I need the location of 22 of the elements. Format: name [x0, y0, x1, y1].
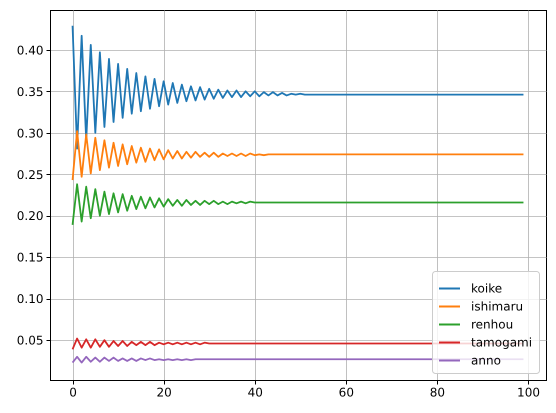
y-tick-label: 0.25: [16, 168, 44, 182]
x-tick-label: 100: [517, 386, 540, 400]
line-series: [72, 183, 524, 226]
x-tick-label: 60: [338, 386, 354, 400]
y-tick-label: 0.35: [16, 84, 44, 99]
y-tick-label: 0.05: [16, 334, 44, 348]
legend-label: koike: [471, 282, 502, 296]
x-tick-label: 20: [156, 386, 172, 400]
line-series: [72, 130, 524, 181]
legend-label: anno: [471, 354, 501, 368]
legend-label: renhou: [471, 318, 514, 332]
x-tick-label: 40: [248, 386, 263, 400]
x-tick-label: 80: [430, 386, 446, 400]
y-tick-label: 0.15: [16, 250, 44, 265]
y-tick-label: 0.30: [16, 126, 44, 140]
legend-label: ishimaru: [471, 300, 524, 314]
y-tick-label: 0.40: [16, 43, 44, 58]
x-tick-label: 0: [69, 386, 77, 400]
line-series: [72, 24, 524, 150]
legend-label: tamogami: [471, 336, 532, 350]
y-tick-label: 0.20: [16, 209, 44, 224]
y-tick-label: 0.10: [16, 292, 44, 306]
